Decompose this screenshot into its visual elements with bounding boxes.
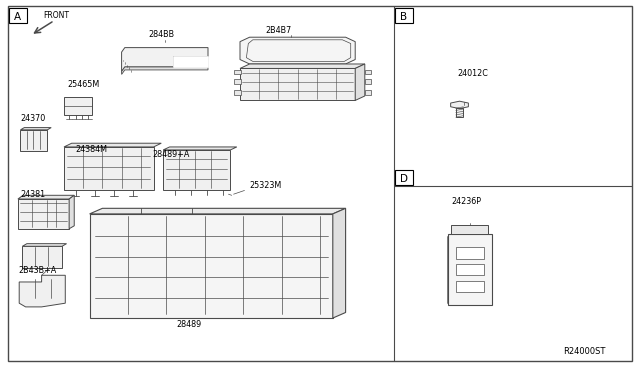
Polygon shape [64,147,154,190]
Text: 24384M: 24384M [76,145,108,154]
Bar [456,247,484,259]
Polygon shape [22,246,62,268]
Polygon shape [451,225,488,234]
Bar [456,281,484,292]
Bar [395,170,413,185]
Circle shape [223,191,234,197]
Text: 25323M: 25323M [250,182,282,190]
Polygon shape [69,195,74,229]
Polygon shape [20,128,51,130]
Polygon shape [451,101,468,109]
Polygon shape [64,143,161,147]
Polygon shape [90,208,346,214]
Bar [234,90,241,95]
Text: 24381: 24381 [20,190,45,199]
Polygon shape [122,67,208,74]
Polygon shape [355,64,365,100]
Polygon shape [90,214,333,318]
Bar [395,8,413,23]
Text: R24000ST: R24000ST [563,347,605,356]
Polygon shape [448,234,492,305]
Polygon shape [163,150,230,190]
Bar [64,97,92,115]
Polygon shape [18,195,74,199]
Polygon shape [20,130,47,151]
Polygon shape [22,244,67,246]
Bar [365,79,371,84]
Text: 24012C: 24012C [458,69,488,78]
Text: 24370: 24370 [20,114,45,123]
Text: 2B43B+A: 2B43B+A [18,266,56,275]
Polygon shape [122,48,208,71]
Text: B: B [400,12,408,22]
Text: 28489: 28489 [176,320,201,329]
Bar [365,70,371,74]
Polygon shape [240,37,355,64]
Polygon shape [19,275,65,307]
Text: FRONT: FRONT [44,11,70,20]
Polygon shape [240,64,365,68]
Ellipse shape [450,103,469,110]
Text: 2B4B7: 2B4B7 [266,26,292,35]
Polygon shape [240,68,355,100]
Text: 28489+A: 28489+A [152,150,189,159]
Text: 25465M: 25465M [67,80,99,89]
Bar [234,79,241,84]
Bar [234,70,241,74]
Bar [456,264,484,275]
Polygon shape [173,56,208,67]
Polygon shape [333,208,346,318]
Polygon shape [456,108,463,117]
Polygon shape [163,147,237,150]
Text: 284BB: 284BB [148,30,175,39]
Bar [9,8,27,23]
Text: A: A [14,12,22,22]
Text: D: D [400,174,408,184]
Polygon shape [18,199,69,229]
Bar [365,90,371,95]
Text: 24236P: 24236P [451,198,481,206]
